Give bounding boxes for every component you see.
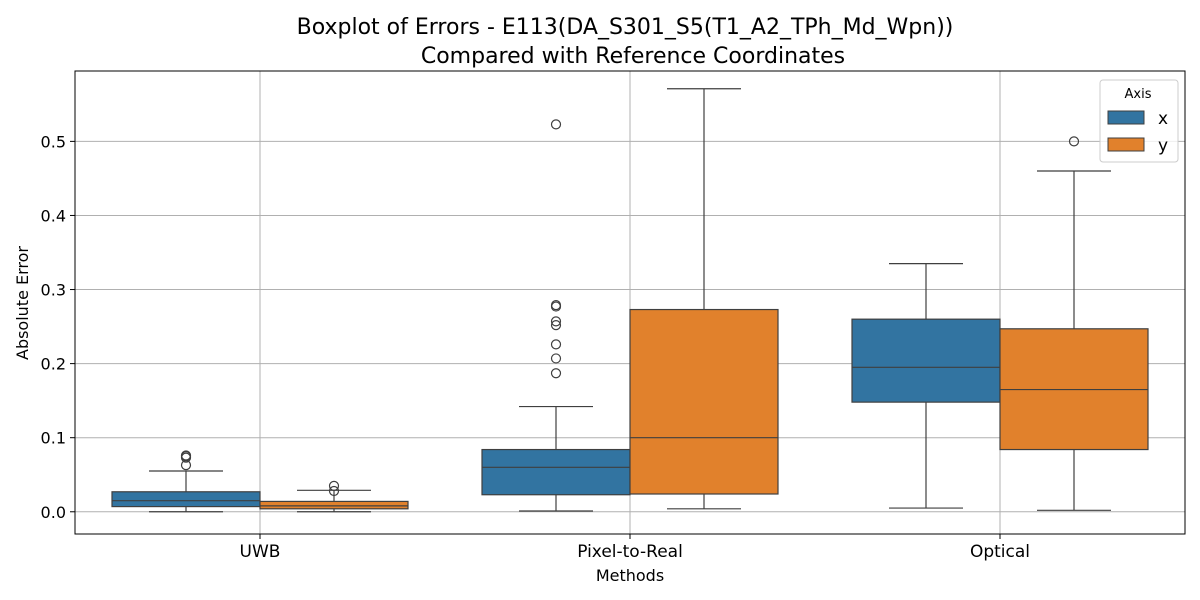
legend-title: Axis xyxy=(1125,87,1152,102)
outlier-point xyxy=(550,368,562,379)
x-axis-label: Methods xyxy=(596,566,664,585)
outlier-point xyxy=(328,480,340,491)
legend-swatch-y xyxy=(1107,137,1145,152)
box-x-1 xyxy=(481,448,631,496)
outlier-point xyxy=(328,485,340,497)
outlier-point xyxy=(550,339,562,350)
legend-label-x: x xyxy=(1158,109,1168,129)
y-tick-label: 0.1 xyxy=(41,429,66,448)
legend: Axis x y xyxy=(1099,79,1179,163)
box-y-1 xyxy=(629,308,779,495)
outlier-point xyxy=(180,450,192,461)
box-x-0 xyxy=(111,491,261,508)
y-tick-label: 0.5 xyxy=(41,132,66,151)
outlier-point xyxy=(1068,136,1080,147)
legend-swatch-x xyxy=(1107,110,1145,125)
x-tick-label: UWB xyxy=(240,542,281,562)
chart-title-line1: Boxplot of Errors - E113(DA_S301_S5(T1_A… xyxy=(297,15,954,40)
box-y-0 xyxy=(259,500,409,510)
plot-area: 0.0 0.1 0.2 0.3 0.4 0.5 UWB Pixel-to-Real Optica… xyxy=(41,70,1186,562)
axes-frame xyxy=(74,70,1186,535)
x-tick-label: Optical xyxy=(970,542,1030,562)
y-axis-label: Absolute Error xyxy=(13,246,32,360)
box-x-2 xyxy=(851,318,1001,403)
outlier-point xyxy=(550,299,562,311)
outlier-point xyxy=(550,319,562,331)
chart-title-line2: Compared with Reference Coordinates xyxy=(421,44,845,69)
y-tick-label: 0.4 xyxy=(41,206,66,225)
outlier-point xyxy=(550,119,562,130)
outlier-point xyxy=(550,316,562,327)
y-tick-label: 0.3 xyxy=(41,281,66,300)
x-tick-label: Pixel-to-Real xyxy=(577,542,683,562)
legend-label-y: y xyxy=(1158,136,1168,156)
y-tick-label: 0.0 xyxy=(41,503,66,522)
outlier-point xyxy=(550,353,562,364)
y-tick-label: 0.2 xyxy=(41,355,66,374)
